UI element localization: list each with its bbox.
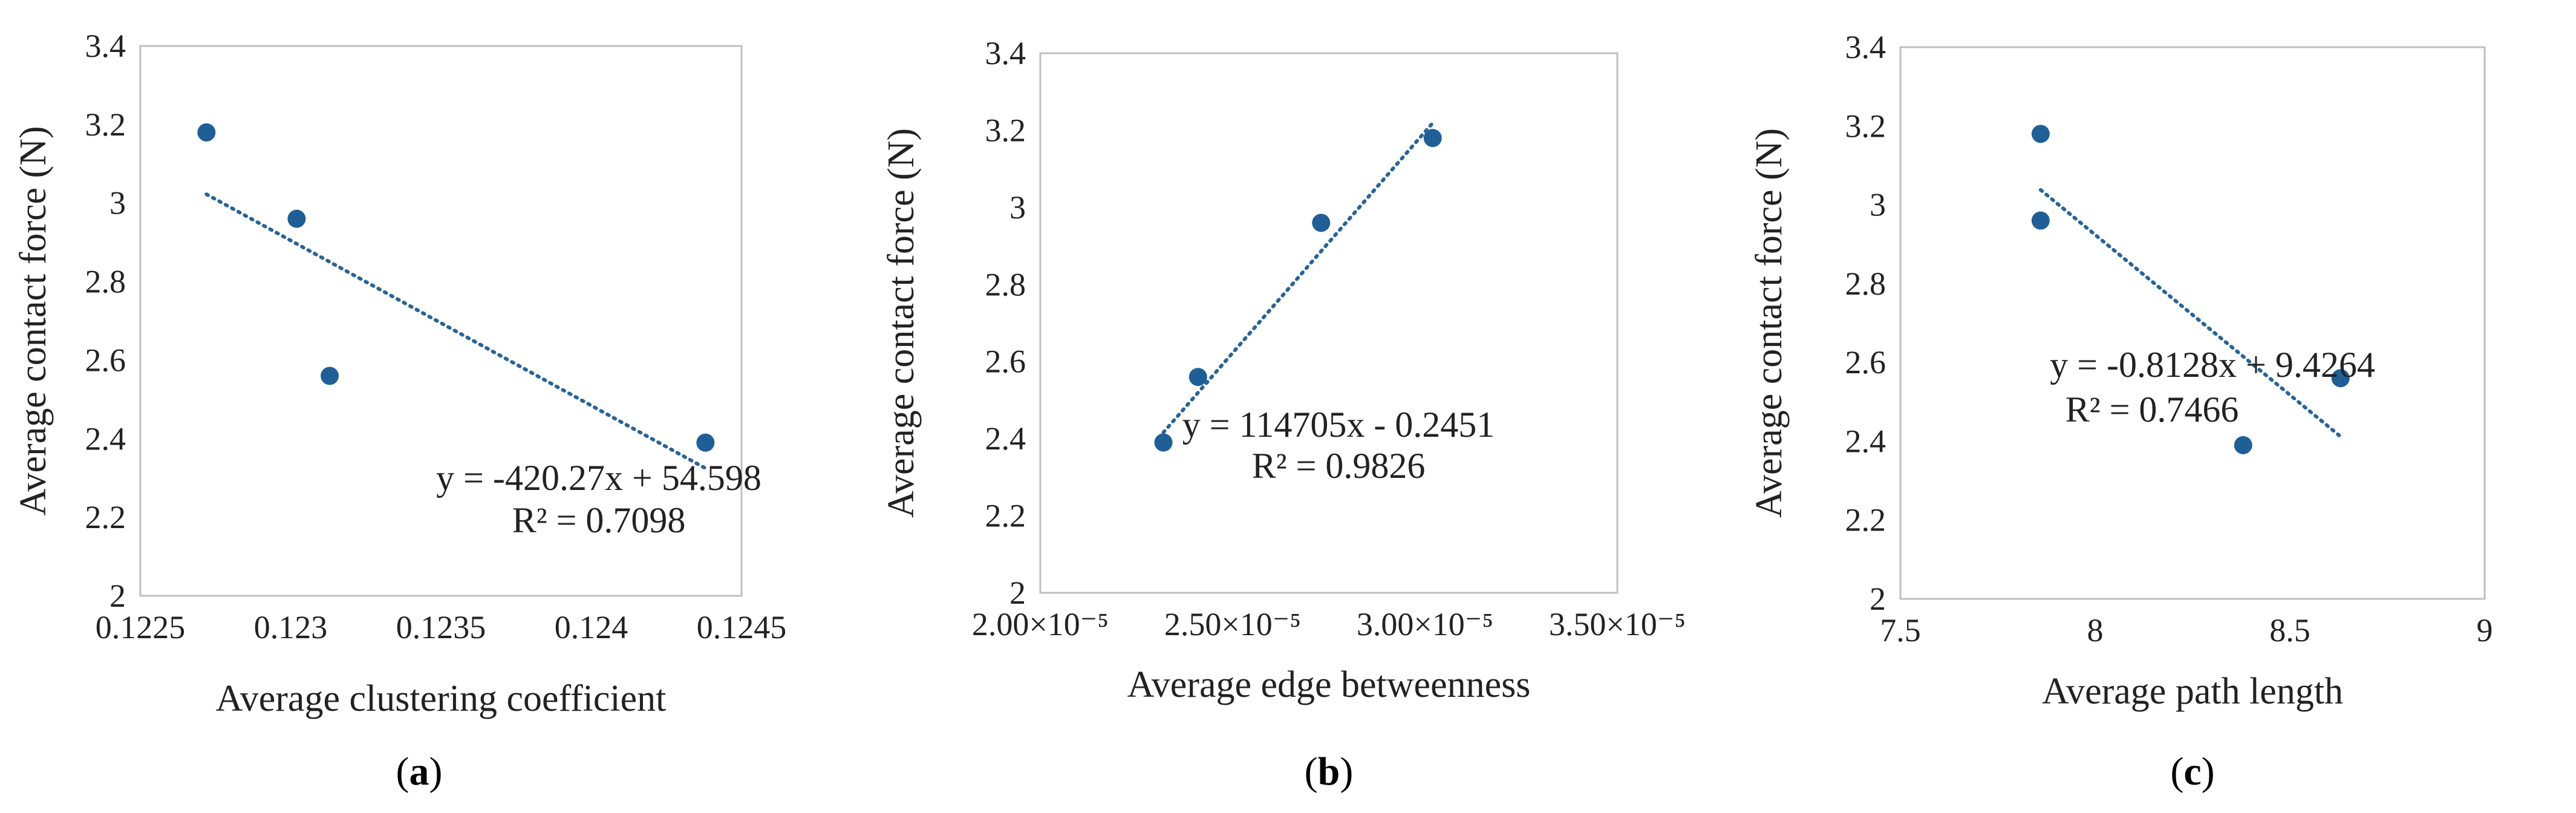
y-tick-label-a: 2.4: [85, 420, 126, 457]
trendline-equation-c: y = -0.8128x + 9.4264: [2050, 345, 2375, 385]
trendline-a: [204, 192, 708, 471]
x-tick-label-a: 0.1245: [697, 609, 787, 645]
y-axis-title-b: Average contact force (N): [881, 128, 922, 518]
x-axis-title-b: Average edge betweenness: [1127, 664, 1531, 705]
data-point-b-1: [1154, 433, 1173, 452]
x-tick-label-a: 0.123: [254, 609, 328, 645]
y-tick-label-b: 3.2: [985, 112, 1026, 148]
x-tick-label-a: 0.1235: [396, 609, 486, 645]
y-tick-label-a: 3.2: [85, 106, 126, 143]
x-tick-label-c: 8.5: [2269, 612, 2310, 648]
y-tick-label-b: 2.6: [985, 344, 1026, 380]
x-tick-label-b: 3.00×10⁻⁵: [1357, 606, 1493, 642]
y-tick-label-a: 3: [109, 185, 126, 221]
y-tick-label-c: 2.2: [1845, 502, 1886, 538]
r-squared-c: R² = 0.7466: [2066, 390, 2239, 429]
trendline-equation-b: y = 114705x - 0.2451: [1182, 405, 1495, 445]
panel-label-a: (a): [396, 749, 443, 794]
y-tick-label-a: 2.6: [85, 342, 126, 378]
y-tick-label-a: 2.2: [85, 499, 126, 535]
data-point-c-3: [2234, 436, 2252, 454]
x-tick-label-c: 7.5: [1880, 612, 1921, 648]
x-axis-title-a: Average clustering coefficient: [216, 678, 667, 719]
y-tick-label-a: 2.8: [85, 264, 126, 300]
y-tick-label-b: 3.4: [985, 35, 1026, 71]
y-tick-label-c: 2.8: [1845, 266, 1886, 302]
y-tick-label-b: 3: [1009, 189, 1026, 226]
y-tick-label-c: 3.2: [1845, 108, 1886, 144]
y-tick-label-b: 2.4: [985, 420, 1026, 457]
data-point-b-2: [1189, 368, 1207, 387]
r-squared-b: R² = 0.9826: [1252, 446, 1426, 486]
trendline-b: [1161, 121, 1435, 434]
y-tick-label-c: 2.4: [1845, 423, 1886, 459]
data-point-c-2: [2031, 211, 2050, 230]
x-axis-title-c: Average path length: [2042, 671, 2343, 712]
trendline-c: [2038, 188, 2343, 439]
data-point-a-2: [287, 209, 306, 228]
y-tick-label-b: 2: [1009, 575, 1026, 611]
x-tick-label-a: 0.1225: [96, 609, 186, 645]
y-tick-label-c: 3.4: [1845, 29, 1886, 65]
x-tick-label-b: 3.50×10⁻⁵: [1549, 606, 1686, 642]
y-tick-label-b: 2.2: [985, 498, 1026, 534]
x-tick-label-b: 2.00×10⁻⁵: [972, 606, 1109, 642]
data-point-c-1: [2031, 125, 2050, 143]
trendline-equation-a: y = -420.27x + 54.598: [436, 458, 761, 498]
r-squared-a: R² = 0.7098: [512, 500, 686, 540]
x-tick-label-c: 9: [2477, 612, 2493, 648]
plot-frame-c: [1899, 46, 2486, 600]
y-tick-label-a: 3.4: [85, 28, 126, 64]
data-point-b-4: [1423, 129, 1442, 148]
panel-label-c: (c): [2170, 749, 2214, 794]
data-point-b-3: [1312, 214, 1331, 232]
y-axis-title-c: Average contact force (N): [1749, 128, 1790, 518]
y-axis-title-a: Average contact force (N): [13, 126, 54, 515]
data-point-c-4: [2331, 369, 2350, 388]
y-tick-label-c: 2.6: [1845, 344, 1886, 380]
x-tick-label-c: 8: [2087, 612, 2104, 648]
x-tick-label-b: 2.50×10⁻⁵: [1164, 606, 1301, 642]
y-tick-label-b: 2.8: [985, 266, 1026, 302]
x-tick-label-a: 0.124: [555, 609, 628, 645]
data-point-a-1: [197, 123, 216, 142]
y-tick-label-a: 2: [109, 578, 126, 614]
panel-label-b: (b): [1305, 749, 1354, 794]
y-tick-label-c: 3: [1870, 187, 1886, 223]
y-tick-label-c: 2: [1870, 581, 1886, 617]
data-point-a-3: [321, 367, 339, 385]
data-point-a-4: [696, 433, 715, 452]
plot-frame-b: [1039, 52, 1619, 594]
plot-frame-a: [139, 45, 743, 597]
